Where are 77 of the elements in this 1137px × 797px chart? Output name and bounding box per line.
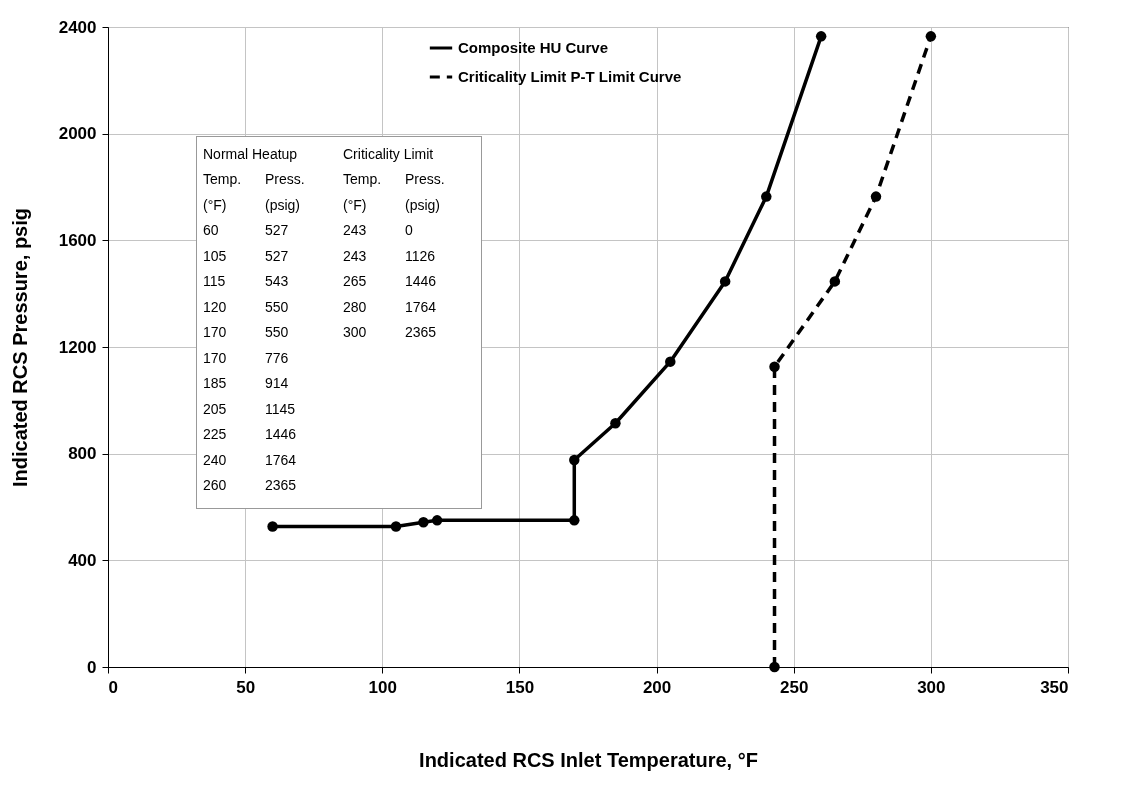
point (769, 661, 780, 673)
annotation: 60 (203, 222, 220, 239)
point (390, 521, 402, 532)
annotation: 260 (203, 477, 228, 494)
x-tick-label: 0 (108, 677, 118, 697)
annotation: 265 (343, 273, 368, 290)
legend-label: Composite HU Curve (458, 39, 609, 56)
annotation: 105 (203, 247, 228, 264)
annotation: 1764 (265, 451, 298, 468)
y-tick-label: 2400 (58, 17, 97, 37)
annotation: 527 (265, 222, 290, 239)
annotation: Press. (265, 171, 306, 188)
legend-label: Criticality Limit P-T Limit Curve (458, 68, 682, 85)
annotation: 243 (343, 222, 368, 239)
annotation: 1446 (265, 426, 298, 443)
x-tick-label: 350 (1040, 677, 1069, 697)
annotation: 1764 (405, 298, 438, 315)
point (610, 418, 621, 429)
point (769, 361, 780, 372)
point (815, 31, 827, 42)
annotation: (psig) (265, 196, 301, 213)
point (569, 515, 580, 526)
annotation: 225 (203, 426, 228, 443)
annotation: 170 (203, 349, 228, 366)
annotation: 170 (203, 324, 228, 341)
annotation: 243 (343, 247, 368, 264)
annotation: Normal Heatup (203, 145, 299, 162)
y-tick-label: 0 (87, 657, 97, 677)
annotation: Temp. (343, 171, 383, 188)
annotation: 550 (265, 324, 290, 341)
point (761, 191, 772, 202)
annotation: Press. (405, 171, 446, 188)
annotation: 550 (265, 298, 290, 315)
annotation: 0 (405, 222, 414, 239)
point (418, 516, 429, 528)
y-tick-label: 1200 (58, 337, 97, 357)
annotation: (°F) (343, 196, 368, 213)
annotation: 1145 (265, 400, 297, 417)
annotation: 240 (203, 451, 228, 468)
point (569, 454, 580, 466)
annotation: 115 (203, 273, 227, 290)
x-tick-label: 100 (368, 677, 397, 697)
annotation: 2365 (265, 477, 298, 494)
annotation: 280 (343, 298, 368, 315)
y-tick-label: 2000 (58, 124, 97, 144)
x-tick-label: 50 (236, 677, 256, 697)
point (431, 515, 443, 526)
point (719, 276, 731, 287)
annotation: 914 (265, 375, 290, 392)
x-tick-label: 300 (917, 677, 946, 697)
annotation: Temp. (203, 171, 243, 188)
y-tick-label: 400 (68, 550, 97, 570)
x-tick-label: 200 (642, 677, 672, 697)
point (870, 191, 882, 202)
annotation: 1446 (405, 273, 438, 290)
point (925, 31, 937, 42)
annotation: 300 (343, 324, 368, 341)
y-tick-label: 1600 (58, 230, 97, 250)
annotation: 543 (265, 273, 290, 290)
annotation: 527 (265, 247, 290, 264)
x-axis-title: Indicated RCS Inlet Temperature, °F (419, 748, 758, 771)
point (665, 356, 676, 367)
x-tick-label: 150 (505, 677, 535, 697)
point (267, 521, 278, 532)
annotation: 2365 (405, 324, 438, 341)
annotation: Criticality Limit (343, 145, 435, 162)
annotation: (psig) (405, 196, 441, 213)
y-axis-title: Indicated RCS Pressure, psig (8, 208, 31, 487)
y-tick-label: 800 (68, 444, 97, 464)
point (829, 276, 841, 287)
annotation: 776 (265, 349, 290, 366)
annotation: 205 (203, 400, 228, 417)
annotation: 185 (203, 375, 228, 392)
x-tick-label: 250 (780, 677, 809, 697)
annotation: 120 (203, 298, 228, 315)
annotation: (°F) (203, 196, 228, 213)
annotation: 1126 (405, 247, 437, 264)
